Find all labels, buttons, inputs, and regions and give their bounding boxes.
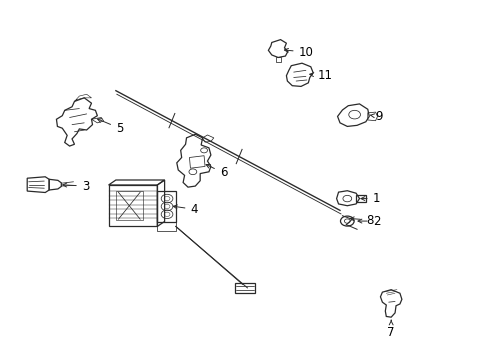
Text: 5: 5 xyxy=(98,119,123,135)
Text: 10: 10 xyxy=(284,46,314,59)
Text: 2: 2 xyxy=(358,215,380,228)
Text: 3: 3 xyxy=(63,180,89,193)
Text: 11: 11 xyxy=(310,69,333,82)
Text: 8: 8 xyxy=(350,213,373,226)
Text: 7: 7 xyxy=(388,320,395,339)
Text: 6: 6 xyxy=(206,165,227,179)
Text: 9: 9 xyxy=(370,110,383,123)
Text: 1: 1 xyxy=(361,192,380,205)
Text: 4: 4 xyxy=(173,203,198,216)
